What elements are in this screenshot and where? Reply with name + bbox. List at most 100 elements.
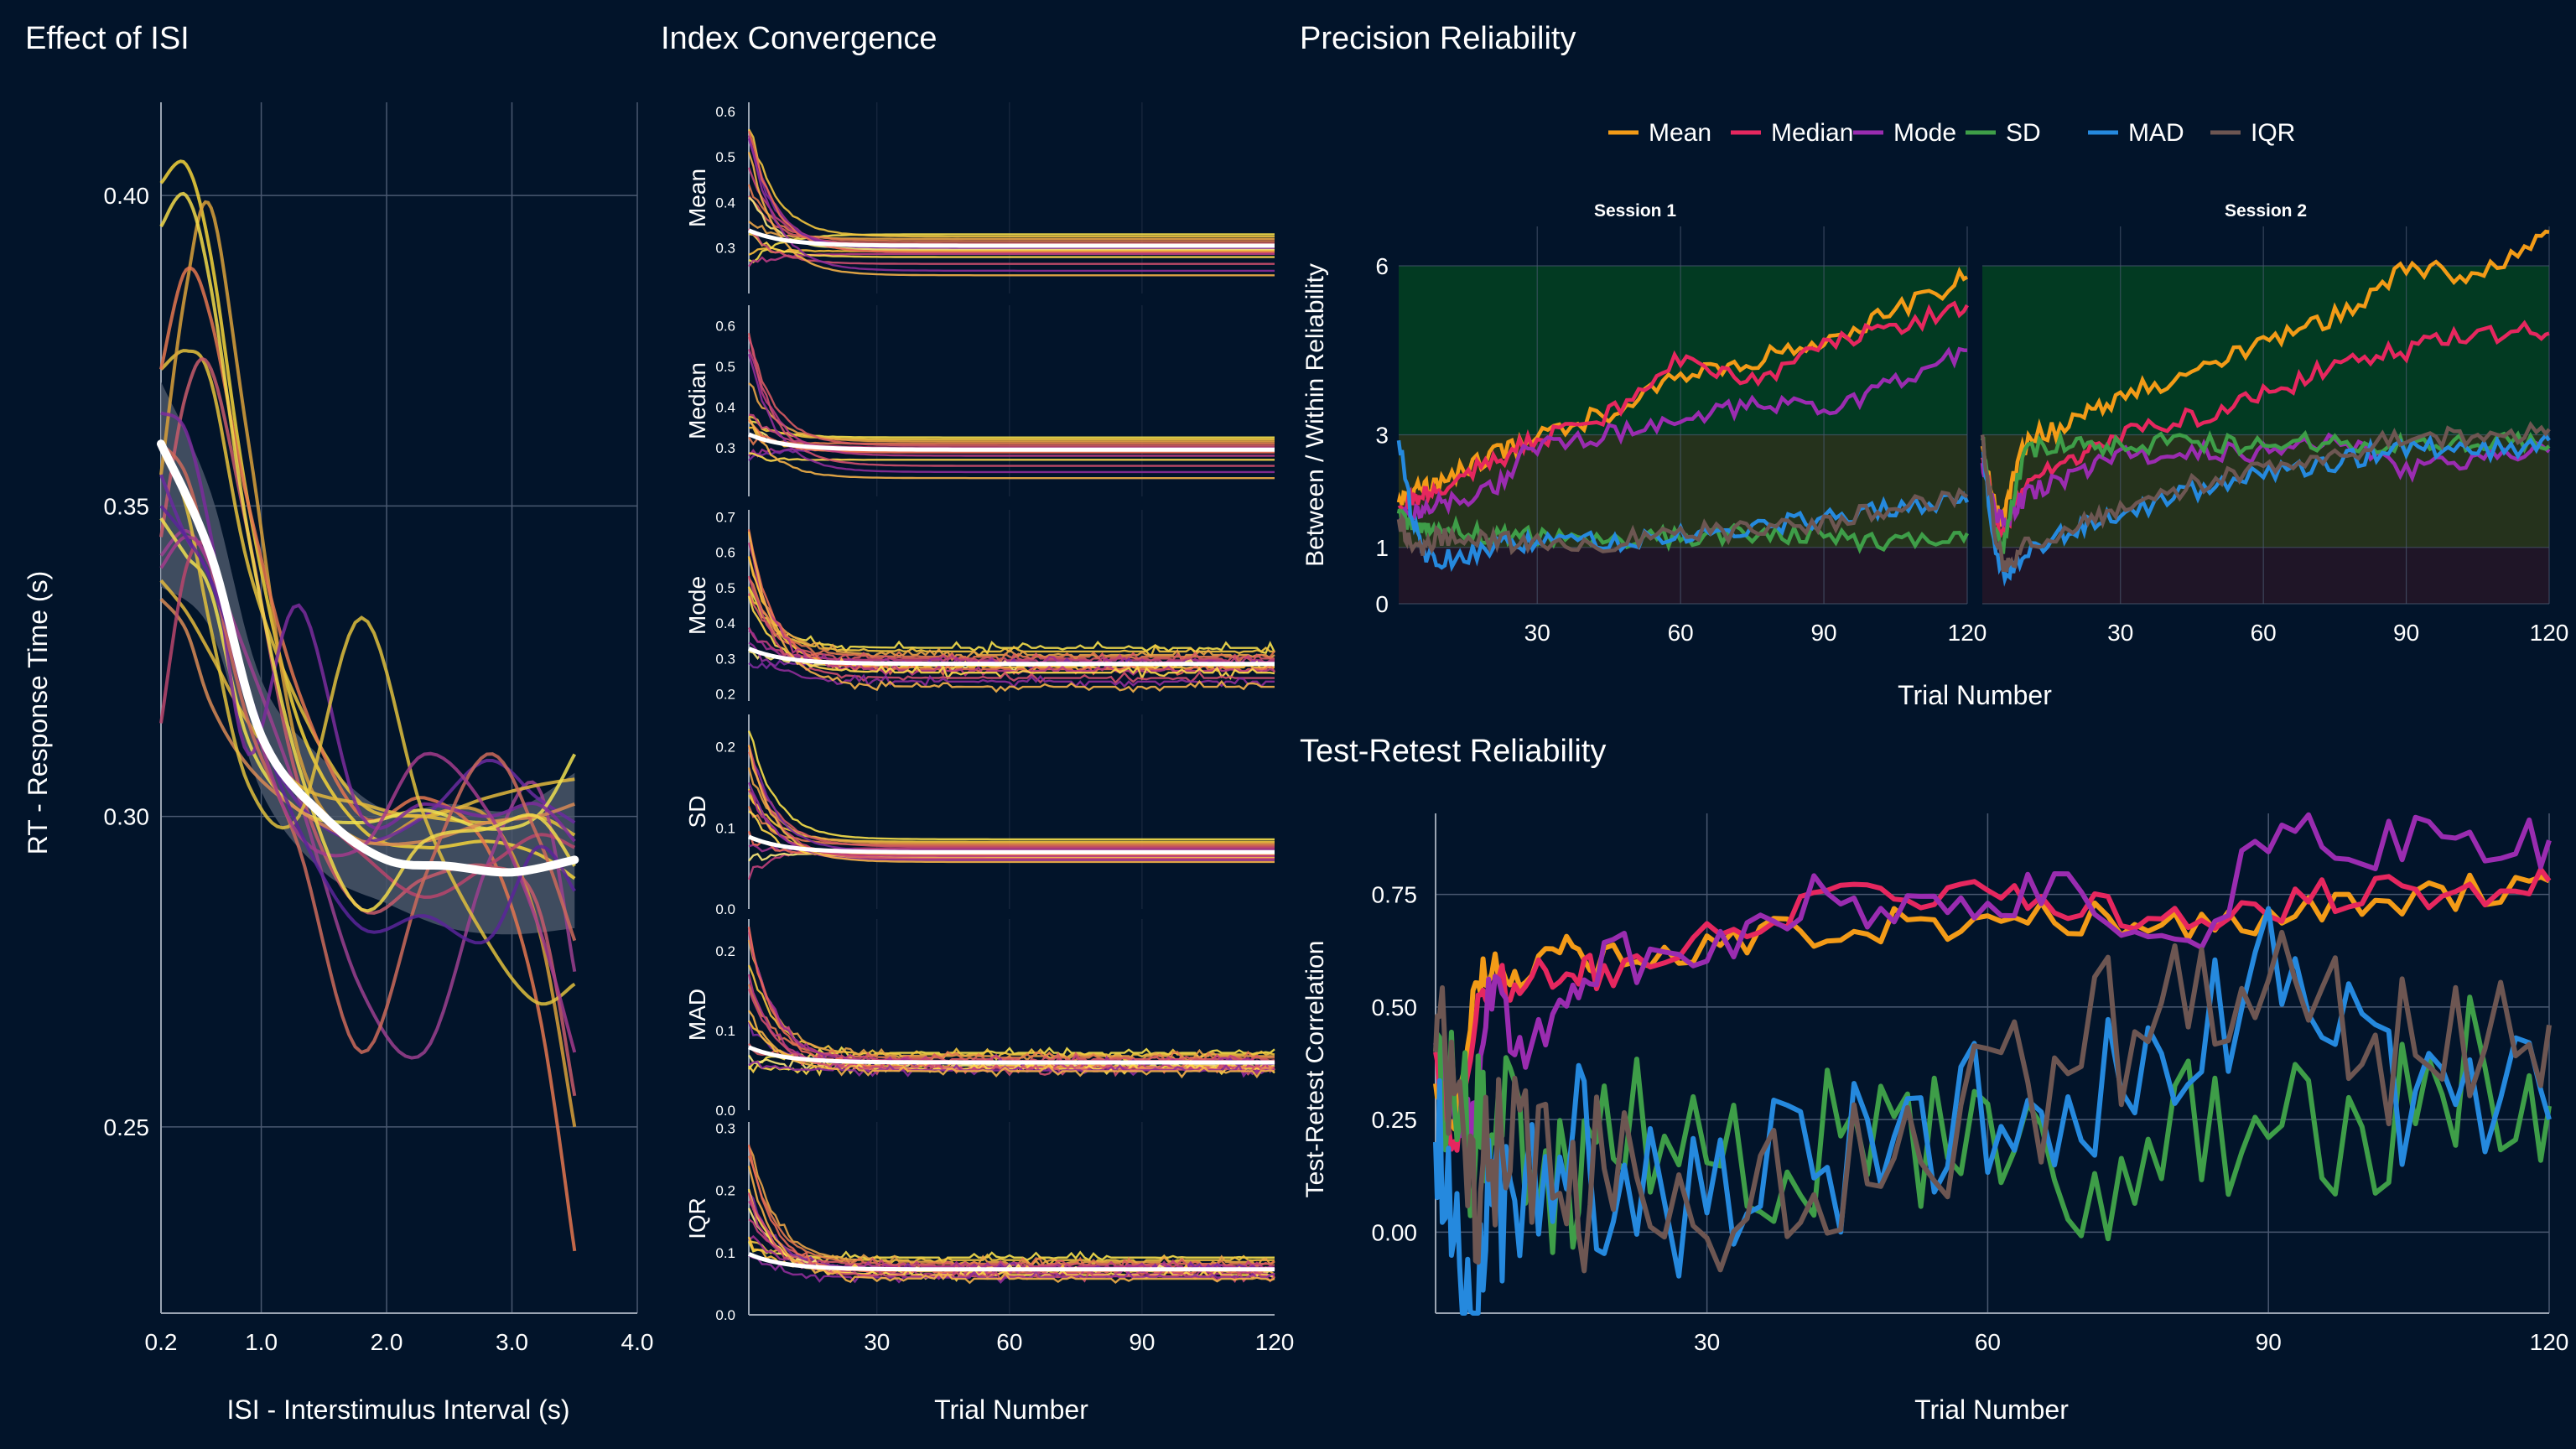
- isi-xtick-label: 4.0: [621, 1329, 654, 1355]
- convergence-participant-line: [747, 542, 1275, 677]
- precision-line-mode: [1980, 432, 2551, 532]
- convergence-participant-line: [747, 595, 1275, 681]
- convergence-mean-line: [748, 1252, 1275, 1272]
- precision-title: Precision Reliability: [1300, 21, 1576, 56]
- isi-participant-line: [159, 266, 577, 1252]
- zone-reliable: [1982, 266, 2549, 435]
- isi-chart: 0.2 1.0 2.0 3.0 4.0 0.25 0.30 0.35 0.40: [104, 102, 654, 1355]
- convergence-ytick-label: 0.3: [715, 651, 735, 667]
- convergence-ytick-label: 0.4: [715, 195, 735, 210]
- convergence-ytick-label: 0.0: [715, 1103, 735, 1119]
- precision-xlabel: Trial Number: [1898, 680, 2052, 710]
- convergence-participant-line: [747, 436, 1275, 446]
- isi-mean-fit-line: [157, 439, 579, 877]
- convergence-participant-line: [748, 452, 1275, 462]
- convergence-ytick-label: 0.6: [715, 104, 735, 120]
- test-retest-line-iqr: [1433, 929, 2552, 1274]
- convergence-ytick-label: 0.3: [715, 440, 735, 456]
- convergence-ytick-label: 0.5: [715, 359, 735, 375]
- test-retest-xtick-label: 120: [2530, 1329, 2569, 1355]
- isi-ytick-label: 0.35: [104, 493, 150, 519]
- isi-xtick-label: 3.0: [496, 1329, 528, 1355]
- convergence-participant-line: [747, 745, 1275, 860]
- zone-reliable: [1399, 266, 1967, 435]
- convergence-participant-line: [747, 353, 1275, 474]
- convergence-participant-line: [748, 641, 1275, 688]
- isi-participant-line: [159, 191, 576, 913]
- convergence-participant-line: [747, 128, 1275, 238]
- convergence-ytick-label: 0.2: [715, 740, 735, 756]
- convergence-participant-line: [748, 232, 1275, 258]
- convergence-participant-line: [747, 349, 1275, 457]
- legend-label-median: Median: [1771, 119, 1853, 147]
- precision-line-mode: [1397, 346, 1968, 532]
- convergence-participant-line: [747, 767, 1275, 844]
- test-retest-xlabel: Trial Number: [1914, 1394, 2069, 1425]
- test-retest-ytick-label: 0.25: [1372, 1107, 1418, 1133]
- precision-ylabel: Between / Within Reliability: [1301, 263, 1329, 567]
- convergence-facet-label: Mean: [684, 169, 710, 227]
- convergence-facet-label: IQR: [684, 1197, 710, 1239]
- convergence-mean-line: [748, 1045, 1275, 1065]
- zone-unreliable: [1982, 547, 2549, 604]
- convergence-ytick-label: 0.5: [715, 580, 735, 596]
- convergence-ytick-label: 0.1: [715, 1245, 735, 1261]
- convergence-participant-line: [748, 247, 1275, 256]
- convergence-ytick-label: 0.0: [715, 901, 735, 917]
- convergence-ytick-label: 0.3: [715, 1120, 735, 1136]
- convergence-participant-line: [748, 252, 1275, 267]
- convergence-participant-line: [748, 1239, 1275, 1267]
- convergence-ytick-label: 0.2: [715, 1183, 735, 1199]
- convergence-participant-line: [748, 1254, 1275, 1284]
- convergence-ytick-label: 0.5: [715, 149, 735, 165]
- test-retest-line-mad: [1433, 906, 2552, 1316]
- isi-ytick-label: 0.25: [104, 1114, 150, 1140]
- test-retest-xtick-label: 90: [2256, 1329, 2282, 1355]
- test-retest-xtick-label: 60: [1975, 1329, 2001, 1355]
- test-retest-xtick-label: 30: [1694, 1329, 1720, 1355]
- convergence-participant-line: [747, 1192, 1275, 1284]
- session-1-label: Session 1: [1594, 201, 1676, 221]
- convergence-participant-line: [747, 575, 1275, 684]
- isi-ci-ribbon: [161, 382, 575, 935]
- convergence-participant-line: [748, 382, 1275, 443]
- convergence-ytick-label: 0.7: [715, 509, 735, 525]
- convergence-mean-line: [748, 834, 1275, 854]
- legend-label-sd: SD: [2006, 119, 2041, 147]
- convergence-participant-line: [747, 138, 1275, 273]
- index-convergence-chart: 0.3 0.4 0.5 0.6 Mean 0.3 0.4 0.5 0.6 Median 0.2 0.3…: [684, 102, 1294, 1355]
- precision-ytick-label: 6: [1375, 253, 1389, 279]
- convergence-facet-label: Mode: [684, 576, 710, 635]
- convergence-xtick-label: 30: [864, 1329, 890, 1355]
- isi-ylabel: RT - Response Time (s): [23, 571, 53, 854]
- test-retest-line-median: [1433, 866, 2552, 1153]
- test-retest-ytick-label: 0.50: [1372, 995, 1418, 1021]
- session-2-label: Session 2: [2225, 201, 2307, 221]
- convergence-participant-line: [747, 730, 1275, 841]
- test-retest-ytick-label: 0.00: [1372, 1219, 1418, 1245]
- isi-xlabel: ISI - Interstimulus Interval (s): [227, 1394, 570, 1425]
- convergence-ytick-label: 0.4: [715, 399, 735, 415]
- convergence-participant-line: [748, 1010, 1275, 1079]
- convergence-ytick-label: 0.1: [715, 820, 735, 836]
- convergence-ytick-label: 0.4: [715, 615, 735, 631]
- test-retest-line-mean: [1433, 872, 2551, 1132]
- precision-xtick-label: 60: [2251, 620, 2277, 646]
- precision-xtick-label: 30: [1524, 620, 1550, 646]
- convergence-facet-label: MAD: [684, 989, 710, 1041]
- isi-participant-line: [159, 505, 576, 945]
- legend-label-mode: Mode: [1893, 119, 1956, 147]
- convergence-participant-line: [747, 332, 1275, 447]
- convergence-participant-line: [747, 184, 1275, 242]
- precision-xtick-label: 90: [2393, 620, 2419, 646]
- isi-title: Effect of ISI: [25, 21, 190, 56]
- legend-label-mad: MAD: [2128, 119, 2184, 147]
- isi-xtick-label: 1.0: [245, 1329, 278, 1355]
- convergence-participant-line: [747, 130, 1275, 254]
- convergence-participant-line: [747, 417, 1275, 480]
- precision-ytick-label: 0: [1375, 591, 1389, 617]
- test-retest-ylabel: Test-Retest Correlation: [1301, 941, 1329, 1198]
